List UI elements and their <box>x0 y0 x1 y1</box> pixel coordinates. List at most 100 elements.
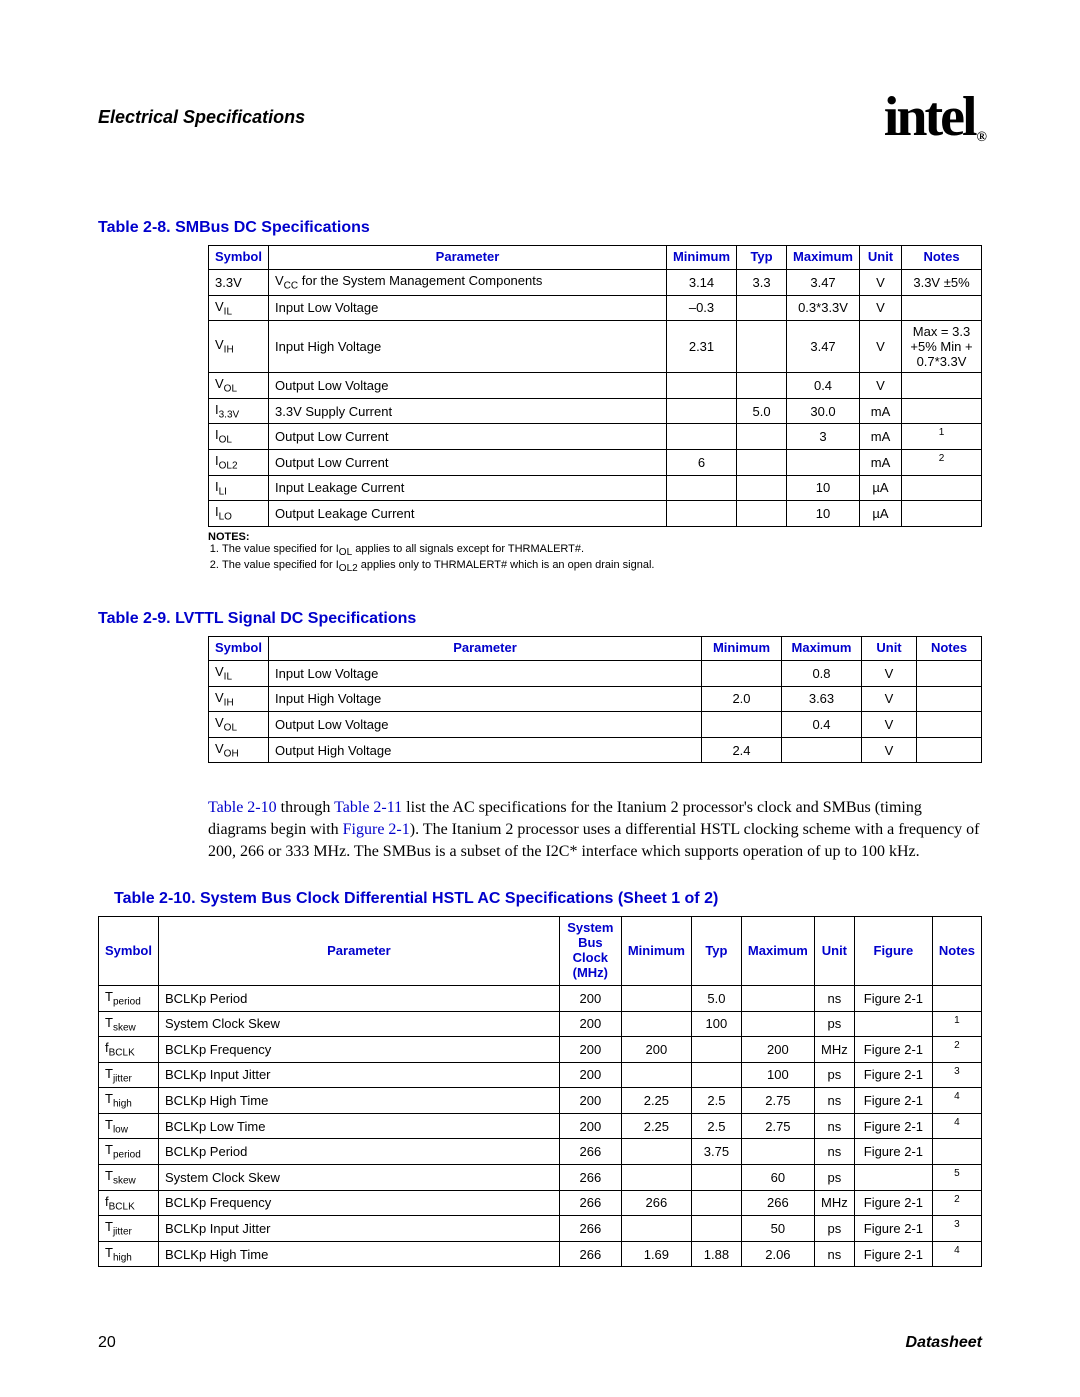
cell-sbc: 200 <box>559 1011 621 1037</box>
cell-min <box>702 661 782 687</box>
cell-notes: 4 <box>932 1113 981 1139</box>
table-2-10: SymbolParameterSystemBusClock(MHz)Minimu… <box>98 916 982 1267</box>
table-2-9: SymbolParameterMinimumMaximumUnitNotes V… <box>208 636 982 763</box>
cell-typ: 2.5 <box>691 1088 741 1114</box>
cell-figure: Figure 2-1 <box>854 1139 932 1165</box>
cell-typ <box>737 449 787 475</box>
cell-max <box>741 1011 814 1037</box>
cell-unit: V <box>862 661 917 687</box>
cell-notes <box>902 475 982 501</box>
cell-typ: 5.0 <box>737 398 787 424</box>
cell-min: 2.4 <box>702 737 782 763</box>
cell-symbol: fBCLK <box>99 1037 159 1063</box>
table-row: fBCLKBCLKp Frequency200200200MHzFigure 2… <box>99 1037 982 1063</box>
link-table-2-11[interactable]: Table 2-11 <box>334 799 402 816</box>
cell-symbol: Tskew <box>99 1011 159 1037</box>
cell-symbol: Tjitter <box>99 1062 159 1088</box>
cell-unit: ns <box>814 1088 854 1114</box>
cell-typ <box>737 321 787 373</box>
cell-notes: 4 <box>932 1088 981 1114</box>
link-figure[interactable]: Figure 2-1 <box>864 1067 923 1082</box>
link-figure[interactable]: Figure 2-1 <box>864 1093 923 1108</box>
section-heading: Electrical Specifications <box>98 107 305 128</box>
cell-max: 100 <box>741 1062 814 1088</box>
cell-parameter: 3.3V Supply Current <box>269 398 667 424</box>
cell-typ <box>737 475 787 501</box>
table-row: VILInput Low Voltage–0.30.3*3.3VV <box>209 295 982 321</box>
column-header: Minimum <box>702 637 782 661</box>
link-figure[interactable]: Figure 2-1 <box>864 1119 923 1134</box>
cell-max: 10 <box>787 475 860 501</box>
link-figure[interactable]: Figure 2-1 <box>864 1042 923 1057</box>
cell-sbc: 266 <box>559 1190 621 1216</box>
cell-parameter: Output Low Current <box>269 424 667 450</box>
cell-symbol: Thigh <box>99 1241 159 1267</box>
cell-min: 2.0 <box>702 686 782 712</box>
cell-parameter: Output Low Voltage <box>269 712 702 738</box>
table-row: I3.3V3.3V Supply Current5.030.0mA <box>209 398 982 424</box>
cell-typ <box>737 424 787 450</box>
column-header: Unit <box>814 917 854 986</box>
cell-unit: ns <box>814 1241 854 1267</box>
link-figure[interactable]: Figure 2-1 <box>864 1247 923 1262</box>
table-row: VIHInput High Voltage2.03.63V <box>209 686 982 712</box>
link-table-2-10[interactable]: Table 2-10 <box>208 799 277 816</box>
cell-symbol: VIH <box>209 686 269 712</box>
link-figure[interactable]: Figure 2-1 <box>864 1221 923 1236</box>
link-figure[interactable]: Figure 2-1 <box>864 1195 923 1210</box>
cell-min <box>666 475 736 501</box>
cell-figure: Figure 2-1 <box>854 1037 932 1063</box>
cell-figure: Figure 2-1 <box>854 1088 932 1114</box>
link-figure[interactable]: Figure 2-1 <box>864 1144 923 1159</box>
cell-parameter: Input High Voltage <box>269 321 667 373</box>
table-row: TskewSystem Clock Skew26660ps5 <box>99 1165 982 1191</box>
cell-parameter: Output Low Current <box>269 449 667 475</box>
cell-max: 10 <box>787 501 860 527</box>
cell-max: 2.06 <box>741 1241 814 1267</box>
table-row: TskewSystem Clock Skew200100ps1 <box>99 1011 982 1037</box>
cell-typ: 3.3 <box>737 269 787 295</box>
cell-figure: Figure 2-1 <box>854 1062 932 1088</box>
cell-symbol: IOL2 <box>209 449 269 475</box>
cell-min <box>666 424 736 450</box>
cell-notes: 1 <box>902 424 982 450</box>
column-header: Unit <box>862 637 917 661</box>
cell-symbol: VIL <box>209 661 269 687</box>
cell-unit: ns <box>814 985 854 1011</box>
cell-unit: ps <box>814 1062 854 1088</box>
cell-min: –0.3 <box>666 295 736 321</box>
cell-parameter: BCLKp High Time <box>159 1241 560 1267</box>
cell-typ <box>691 1190 741 1216</box>
cell-unit: V <box>862 686 917 712</box>
cell-notes <box>902 373 982 399</box>
cell-notes: 3.3V ±5% <box>902 269 982 295</box>
cell-notes: 1 <box>932 1011 981 1037</box>
cell-max: 2.75 <box>741 1088 814 1114</box>
cell-figure: Figure 2-1 <box>854 1113 932 1139</box>
cell-notes <box>917 661 982 687</box>
cell-notes <box>902 295 982 321</box>
table-row: SymbolParameterMinimumTypMaximumUnitNote… <box>209 246 982 270</box>
page-header: Electrical Specifications intel® <box>98 85 982 149</box>
link-figure[interactable]: Figure 2-1 <box>864 991 923 1006</box>
cell-min: 266 <box>621 1190 691 1216</box>
cell-parameter: BCLKp High Time <box>159 1088 560 1114</box>
table-row: VOLOutput Low Voltage0.4V <box>209 712 982 738</box>
cell-typ: 1.88 <box>691 1241 741 1267</box>
table-row: IOL2Output Low Current6mA2 <box>209 449 982 475</box>
cell-unit: V <box>860 373 902 399</box>
cell-min <box>666 398 736 424</box>
cell-min: 1.69 <box>621 1241 691 1267</box>
table-row: ILOOutput Leakage Current10µA <box>209 501 982 527</box>
table-row: IOLOutput Low Current3mA1 <box>209 424 982 450</box>
table-2-9-wrap: Table 2-9. LVTTL Signal DC Specification… <box>208 610 982 763</box>
cell-max <box>741 985 814 1011</box>
cell-figure: Figure 2-1 <box>854 985 932 1011</box>
column-header: SystemBusClock(MHz) <box>559 917 621 986</box>
cell-notes <box>932 1139 981 1165</box>
cell-parameter: BCLKp Frequency <box>159 1190 560 1216</box>
column-header: Parameter <box>269 246 667 270</box>
cell-symbol: fBCLK <box>99 1190 159 1216</box>
cell-symbol: VOH <box>209 737 269 763</box>
link-figure-2-1[interactable]: Figure 2-1 <box>343 821 410 838</box>
